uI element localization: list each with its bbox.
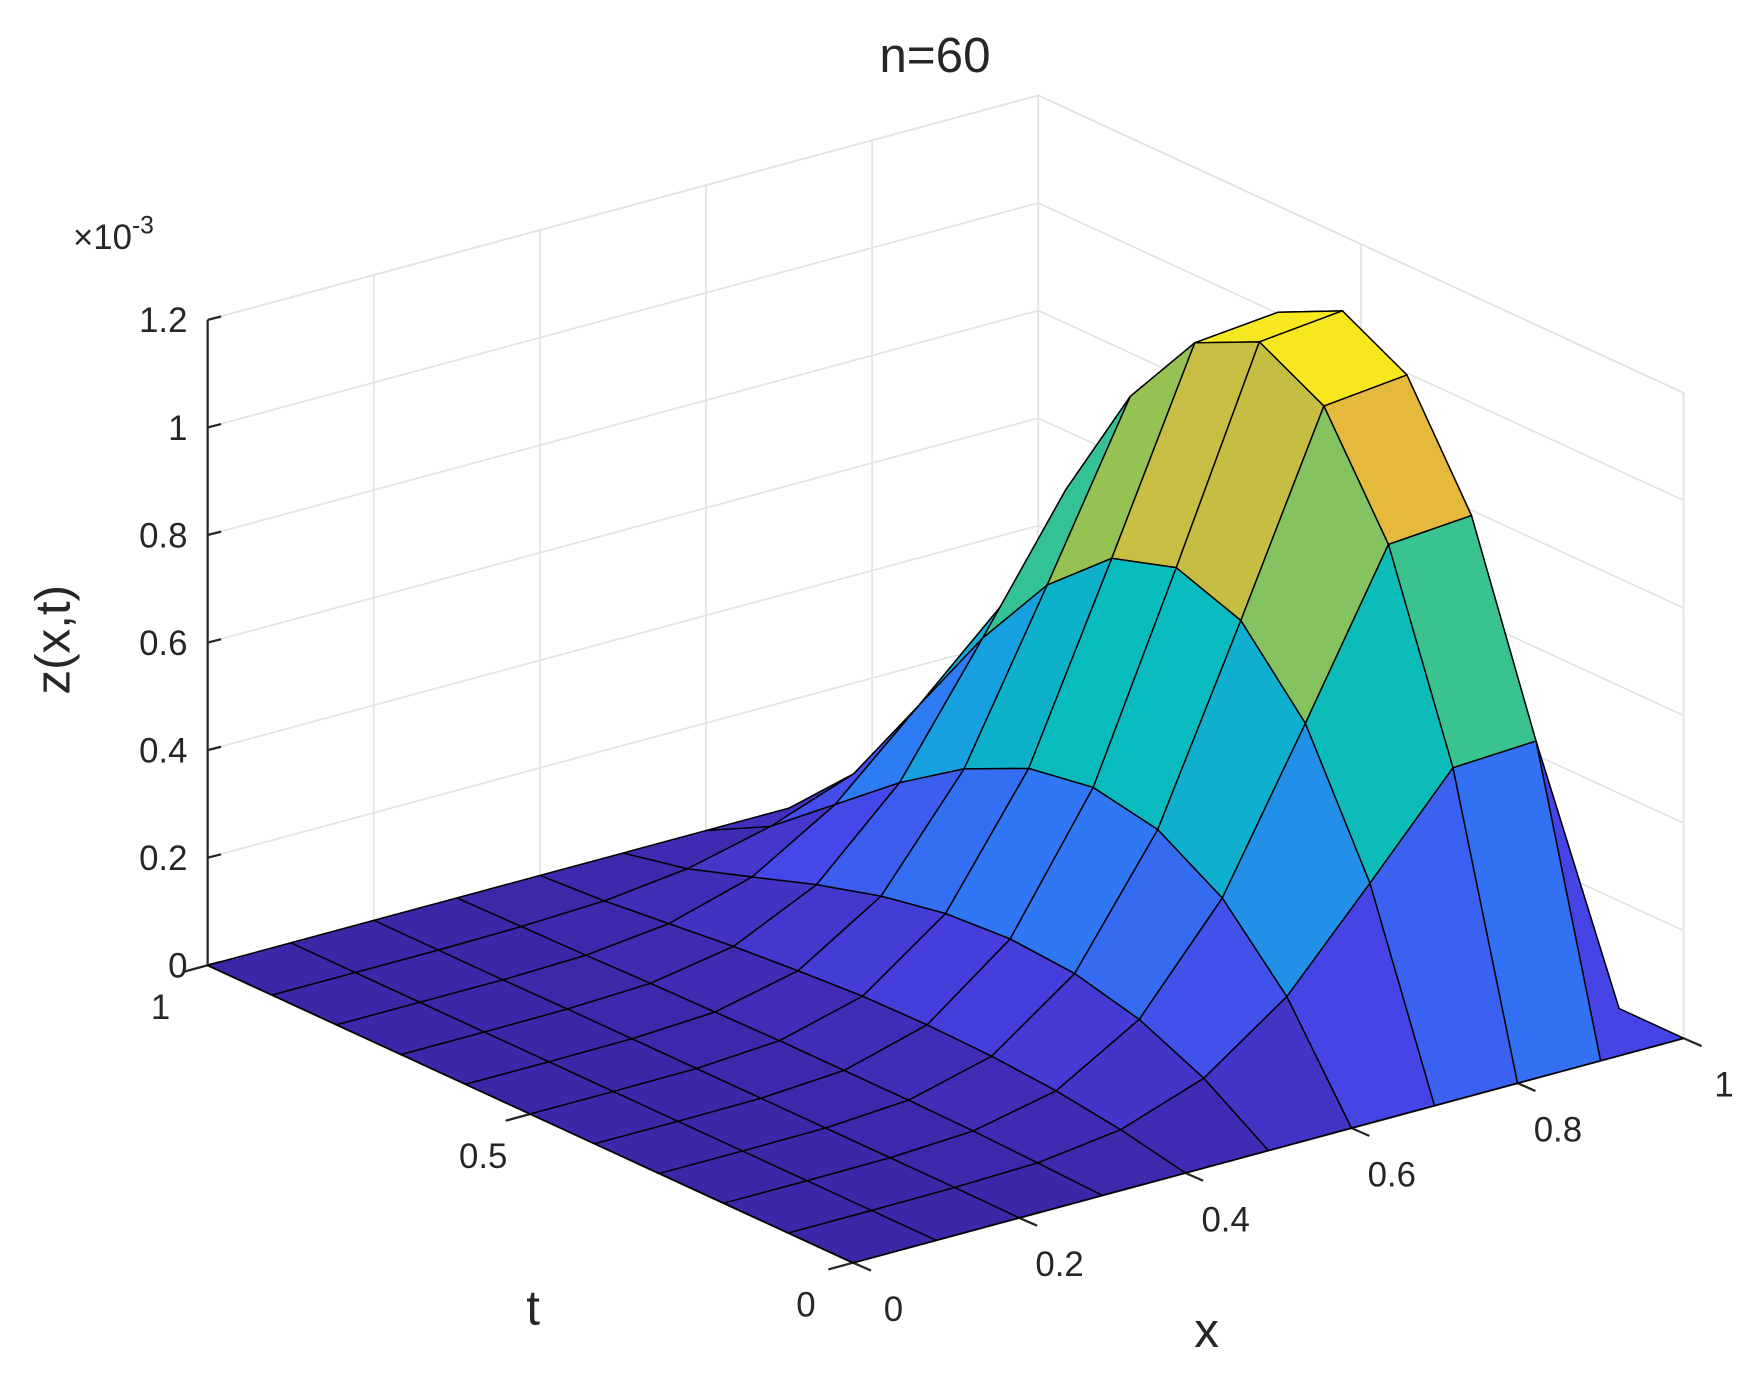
y-axis-label: t bbox=[526, 1280, 540, 1335]
z-tick-label: 0.2 bbox=[139, 840, 187, 878]
y-tick bbox=[828, 1261, 854, 1271]
x-tick-label: 0.6 bbox=[1368, 1156, 1416, 1194]
z-tick bbox=[207, 422, 222, 429]
grid-line bbox=[207, 632, 1039, 859]
z-multiplier-base: ×10 bbox=[73, 219, 132, 257]
y-tick bbox=[182, 964, 208, 974]
grid-line bbox=[207, 309, 1039, 536]
grid-line bbox=[207, 94, 1039, 321]
z-tick bbox=[207, 745, 222, 752]
grid-line bbox=[207, 524, 1039, 751]
grid-line bbox=[207, 202, 1039, 429]
z-multiplier-power: -3 bbox=[132, 212, 154, 239]
x-tick bbox=[1350, 1126, 1370, 1137]
surface bbox=[206, 310, 1685, 1264]
x-tick bbox=[852, 1261, 872, 1272]
z-tick-label: 0.8 bbox=[139, 517, 187, 555]
x-tick-label: 0.4 bbox=[1201, 1201, 1249, 1239]
z-multiplier: ×10-3 bbox=[73, 212, 154, 257]
z-tick-label: 1 bbox=[168, 410, 187, 448]
z-tick-label: 0 bbox=[168, 948, 187, 986]
surface-face bbox=[787, 1209, 937, 1264]
x-tick bbox=[1184, 1171, 1204, 1182]
x-tick bbox=[1683, 1037, 1703, 1048]
z-tick-label: 0.4 bbox=[139, 732, 187, 770]
x-tick-label: 1 bbox=[1714, 1067, 1733, 1105]
x-tick bbox=[1517, 1082, 1536, 1093]
z-tick-label: 0.6 bbox=[139, 625, 187, 663]
x-tick-label: 0.2 bbox=[1035, 1246, 1083, 1284]
y-tick bbox=[505, 1112, 531, 1122]
plot-area: n=60 x t z(x,t) ×10-3 0 0.2 0.4 0.6 0.8 1 1.2 0 0.2 0.… bbox=[26, 28, 1734, 1358]
y-tick-label: 1 bbox=[151, 989, 170, 1027]
x-tick bbox=[1018, 1216, 1038, 1227]
x-tick-label: 0.8 bbox=[1534, 1111, 1582, 1149]
y-tick-label: 0 bbox=[796, 1287, 815, 1325]
y-tick-label: 0.5 bbox=[459, 1138, 507, 1176]
x-tick-label: 0 bbox=[884, 1291, 903, 1329]
x-axis-label: x bbox=[1194, 1303, 1219, 1358]
z-tick bbox=[207, 853, 222, 859]
z-tick bbox=[207, 315, 222, 321]
grid-line bbox=[207, 417, 1039, 644]
z-tick-label: 1.2 bbox=[139, 302, 187, 340]
z-tick bbox=[207, 530, 222, 537]
z-axis-label: z(x,t) bbox=[26, 585, 81, 695]
z-tick bbox=[207, 638, 222, 644]
chart-title: n=60 bbox=[879, 28, 990, 83]
